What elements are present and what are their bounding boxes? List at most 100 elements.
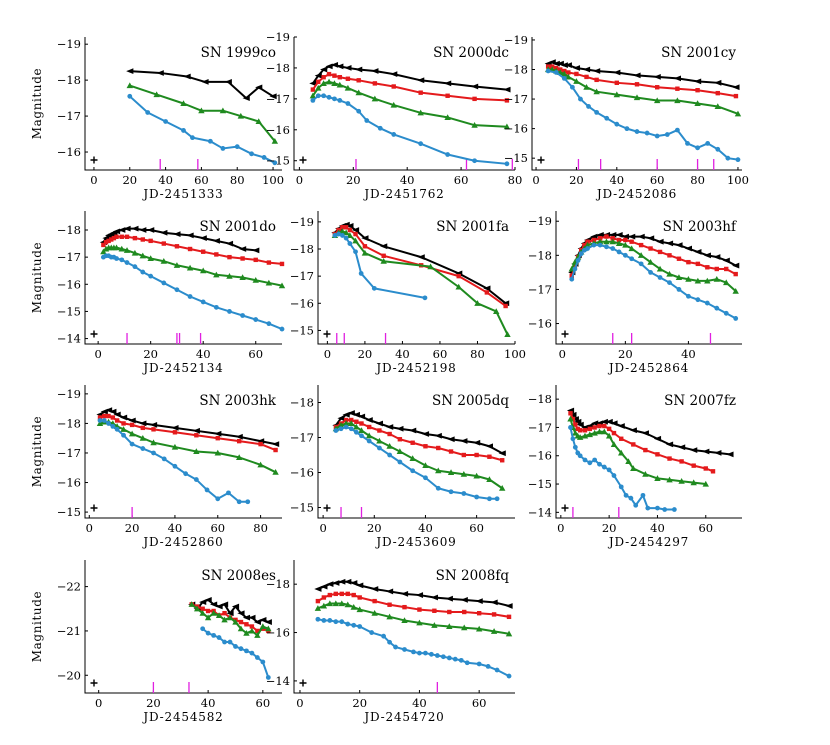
data-point (377, 445, 382, 451)
data-point (633, 94, 641, 101)
data-point (434, 432, 442, 439)
data-point (221, 616, 228, 623)
data-point (139, 420, 147, 427)
data-point (338, 578, 346, 585)
data-point (234, 144, 240, 150)
y-tick-label: −15 (528, 477, 552, 491)
data-point (569, 273, 574, 278)
data-point (624, 126, 630, 132)
data-point (345, 76, 351, 81)
x-tick-label: 40 (412, 696, 427, 710)
data-point (667, 280, 672, 286)
data-point (371, 610, 378, 616)
data-point (654, 475, 661, 481)
data-point (124, 234, 130, 239)
data-point (615, 240, 623, 246)
series-green (568, 238, 739, 294)
data-point (616, 237, 622, 243)
data-point (592, 457, 598, 463)
y-tick-label: −18 (266, 577, 290, 591)
data-point (577, 453, 583, 459)
data-point (147, 227, 155, 233)
data-point (552, 60, 560, 67)
data-point (266, 260, 272, 265)
data-point (205, 608, 211, 614)
data-point (446, 623, 453, 630)
data-point (461, 624, 468, 631)
data-point (148, 273, 154, 279)
data-point (333, 428, 339, 433)
data-point (714, 305, 720, 311)
y-axis-label: Magnitude (30, 591, 44, 662)
data-point (714, 266, 719, 272)
data-point (638, 261, 644, 267)
data-point (183, 471, 189, 477)
data-point (417, 254, 425, 261)
data-point (346, 232, 354, 238)
data-point (340, 225, 345, 230)
panel-title: SN 2001do (200, 219, 276, 235)
x-tick-label: 20 (358, 347, 373, 361)
data-point (126, 68, 134, 75)
data-point (344, 65, 352, 71)
data-point (474, 452, 479, 458)
data-point (381, 253, 386, 258)
data-point (434, 653, 440, 658)
data-point (139, 227, 147, 233)
data-point (458, 657, 464, 663)
data-point (610, 246, 616, 251)
data-point (472, 158, 477, 164)
data-point (355, 89, 362, 96)
data-point (204, 487, 210, 493)
y-tick-label: −22 (57, 580, 81, 594)
data-point (572, 263, 578, 268)
data-point (343, 235, 349, 241)
data-point (337, 415, 345, 422)
data-point (610, 236, 615, 241)
data-point (345, 621, 351, 627)
data-point (387, 431, 392, 437)
series-black (544, 59, 740, 91)
data-point (119, 234, 124, 239)
data-point (582, 428, 588, 433)
axes-frame (84, 37, 282, 171)
data-point (326, 71, 332, 77)
data-point (226, 614, 234, 621)
data-point (386, 424, 394, 430)
data-point (124, 260, 130, 265)
series-red (333, 417, 505, 463)
data-point (239, 274, 246, 281)
data-point (265, 625, 272, 632)
y-tick-label: −17 (57, 250, 81, 264)
y-tick-label: −16 (266, 123, 290, 137)
y-tick-label: −19 (57, 387, 81, 401)
data-point (724, 266, 729, 272)
data-point (375, 420, 384, 427)
data-point (222, 611, 227, 616)
data-point (726, 451, 734, 458)
data-point (330, 61, 339, 68)
x-tick-label: 60 (472, 696, 487, 710)
data-point (641, 430, 649, 436)
data-point (380, 243, 388, 250)
data-point (657, 275, 663, 280)
data-point (462, 609, 467, 615)
data-point (236, 499, 242, 505)
data-point (487, 496, 492, 502)
data-point (248, 627, 256, 634)
panel-title: SN 2007fz (664, 393, 736, 409)
data-point (506, 614, 512, 620)
data-point (447, 436, 455, 443)
data-point (342, 229, 350, 236)
data-point (279, 261, 285, 267)
data-point (436, 445, 441, 451)
data-point (376, 437, 383, 444)
data-point (264, 619, 272, 625)
data-point (576, 421, 584, 428)
data-point (361, 235, 369, 242)
data-point (366, 424, 372, 430)
data-point (386, 613, 393, 620)
data-point (553, 70, 559, 75)
series-blue (568, 425, 677, 512)
data-point (200, 267, 207, 274)
